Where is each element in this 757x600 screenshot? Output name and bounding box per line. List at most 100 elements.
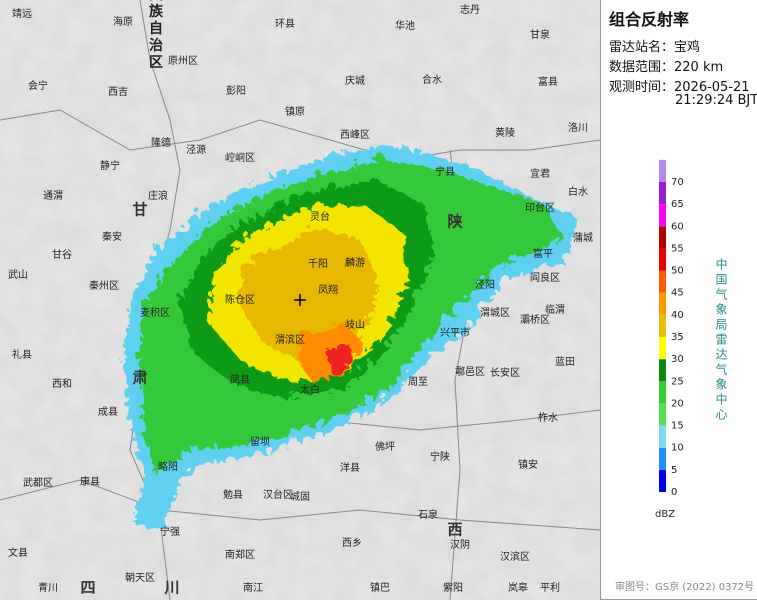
place-label: 甘泉 [530,28,550,41]
place-label: 岐山 [345,318,365,331]
place-label: 秦安 [102,230,122,243]
place-label: 庄浪 [148,189,168,202]
date: 2026-05-21 [674,80,750,95]
legend-tick-label: 60 [671,221,684,232]
info-panel: 组合反射率 雷达站名：宝鸡 数据范围：220 km 观测时间：2026-05-2… [600,0,757,600]
range: 220 km [674,60,724,75]
place-label: 康县 [80,475,100,488]
place-label: 文县 [8,546,28,559]
place-label: 志丹 [460,3,480,16]
time: 21:29:24 BJT [675,93,757,108]
place-label: 麟游 [345,256,365,269]
place-label: 甘谷 [52,248,72,261]
legend-swatch [659,270,666,293]
place-label: 秦州区 [89,279,119,292]
place-label: 靖远 [12,7,32,20]
place-label: 渭城区 [480,307,510,319]
place-label: 华池 [395,19,415,32]
legend-swatch [659,359,666,382]
legend-tick-label: 45 [671,288,684,299]
place-label: 肃 [132,369,147,387]
place-label: 宁强 [160,525,180,538]
place-label: 青川 [38,581,58,594]
legend-tick-label: 50 [671,266,684,277]
place-label: 蒲城 [573,231,593,244]
place-label: 岚皋 [508,581,528,594]
place-label: 千阳 [308,258,328,270]
legend-tick-label: 10 [671,443,684,454]
place-label: 略阳 [158,460,178,473]
legend-tick-label: 65 [671,199,684,210]
place-label: 会宁 [28,79,48,92]
place-label: 临渭 [545,303,565,316]
place-label: 太白 [300,383,320,396]
legend-swatch [659,314,666,337]
place-label: 庆城 [345,74,365,87]
place-label: 合水 [422,73,442,86]
place-label: 洛川 [568,121,588,134]
place-label: 彭阳 [226,84,246,97]
place-label: 紫阳 [443,582,463,594]
legend: dBZ 0 5 10 15 20 25 30 35 40 45 50 55 60 65 70 [655,159,684,520]
place-label: 麦积区 [140,307,170,319]
place-label: 富县 [538,75,558,88]
place-label: 勉县 [223,488,243,501]
place-label: 甘 [132,201,147,219]
place-label: 阎良区 [530,271,560,284]
place-label: 镇原 [285,105,305,118]
place-label: 西乡 [342,537,362,549]
place-label: 川 [163,579,179,597]
legend-tick-label: 15 [671,421,684,432]
legend-tick-label: 40 [671,310,684,321]
place-label: 佛坪 [375,440,395,453]
place-label: 平利 [540,582,560,594]
legend-swatch [659,226,666,249]
range-row: 数据范围：220 km [609,56,723,75]
legend-tick-label: 20 [671,398,684,409]
legend-swatch [659,381,666,404]
station-label: 雷达站名： [609,40,675,55]
place-label: 宁夏回族自治区 [147,0,163,72]
legend-tick-label: 5 [671,465,677,476]
place-label: 凤翔 [318,283,338,296]
station-row: 雷达站名：宝鸡 [609,36,700,55]
review-number: 审图号：GS京 (2022) 0372号 [615,582,755,593]
place-label: 南郑区 [225,548,255,561]
place-label: 周至 [408,376,428,388]
place-label: 镇巴 [370,581,390,594]
radar-echo [120,140,575,530]
legend-tick-label: 30 [671,354,684,365]
legend-swatch [659,469,666,492]
place-label: 静宁 [100,159,120,172]
legend-tick-label: 55 [671,243,684,254]
place-label: 长安区 [490,366,520,379]
radar-site [294,294,306,306]
place-label: 凤县 [230,374,250,386]
range-label: 数据范围： [609,60,675,75]
place-label: 洋县 [340,461,360,474]
place-label: 蓝田 [555,356,575,368]
place-label: 海原 [113,15,133,28]
place-label: 汉阴 [450,539,470,551]
place-label: 原州区 [168,55,198,67]
place-label: 灵台 [310,210,330,223]
place-label: 灞桥区 [520,314,550,326]
place-label: 城固 [290,491,310,503]
place-label: 富平 [533,247,553,260]
legend-swatch [659,292,666,315]
place-label: 宁县 [435,165,455,178]
place-label: 白水 [568,185,588,198]
legend-tick-label: 70 [671,177,684,188]
place-label: 镇安 [518,458,538,471]
place-label: 汉滨区 [500,550,530,563]
credit: 中国气象局雷达气象中心 [714,258,728,423]
place-label: 西吉 [108,86,128,98]
place-label: 黄陵 [495,126,515,139]
place-label: 宜君 [530,167,550,180]
title: 组合反射率 [609,10,690,29]
place-label: 朝天区 [125,572,155,584]
place-label: 泾源 [186,143,206,156]
place-label: 兴平市 [440,326,470,339]
place-label: 汉台区 [263,488,293,501]
